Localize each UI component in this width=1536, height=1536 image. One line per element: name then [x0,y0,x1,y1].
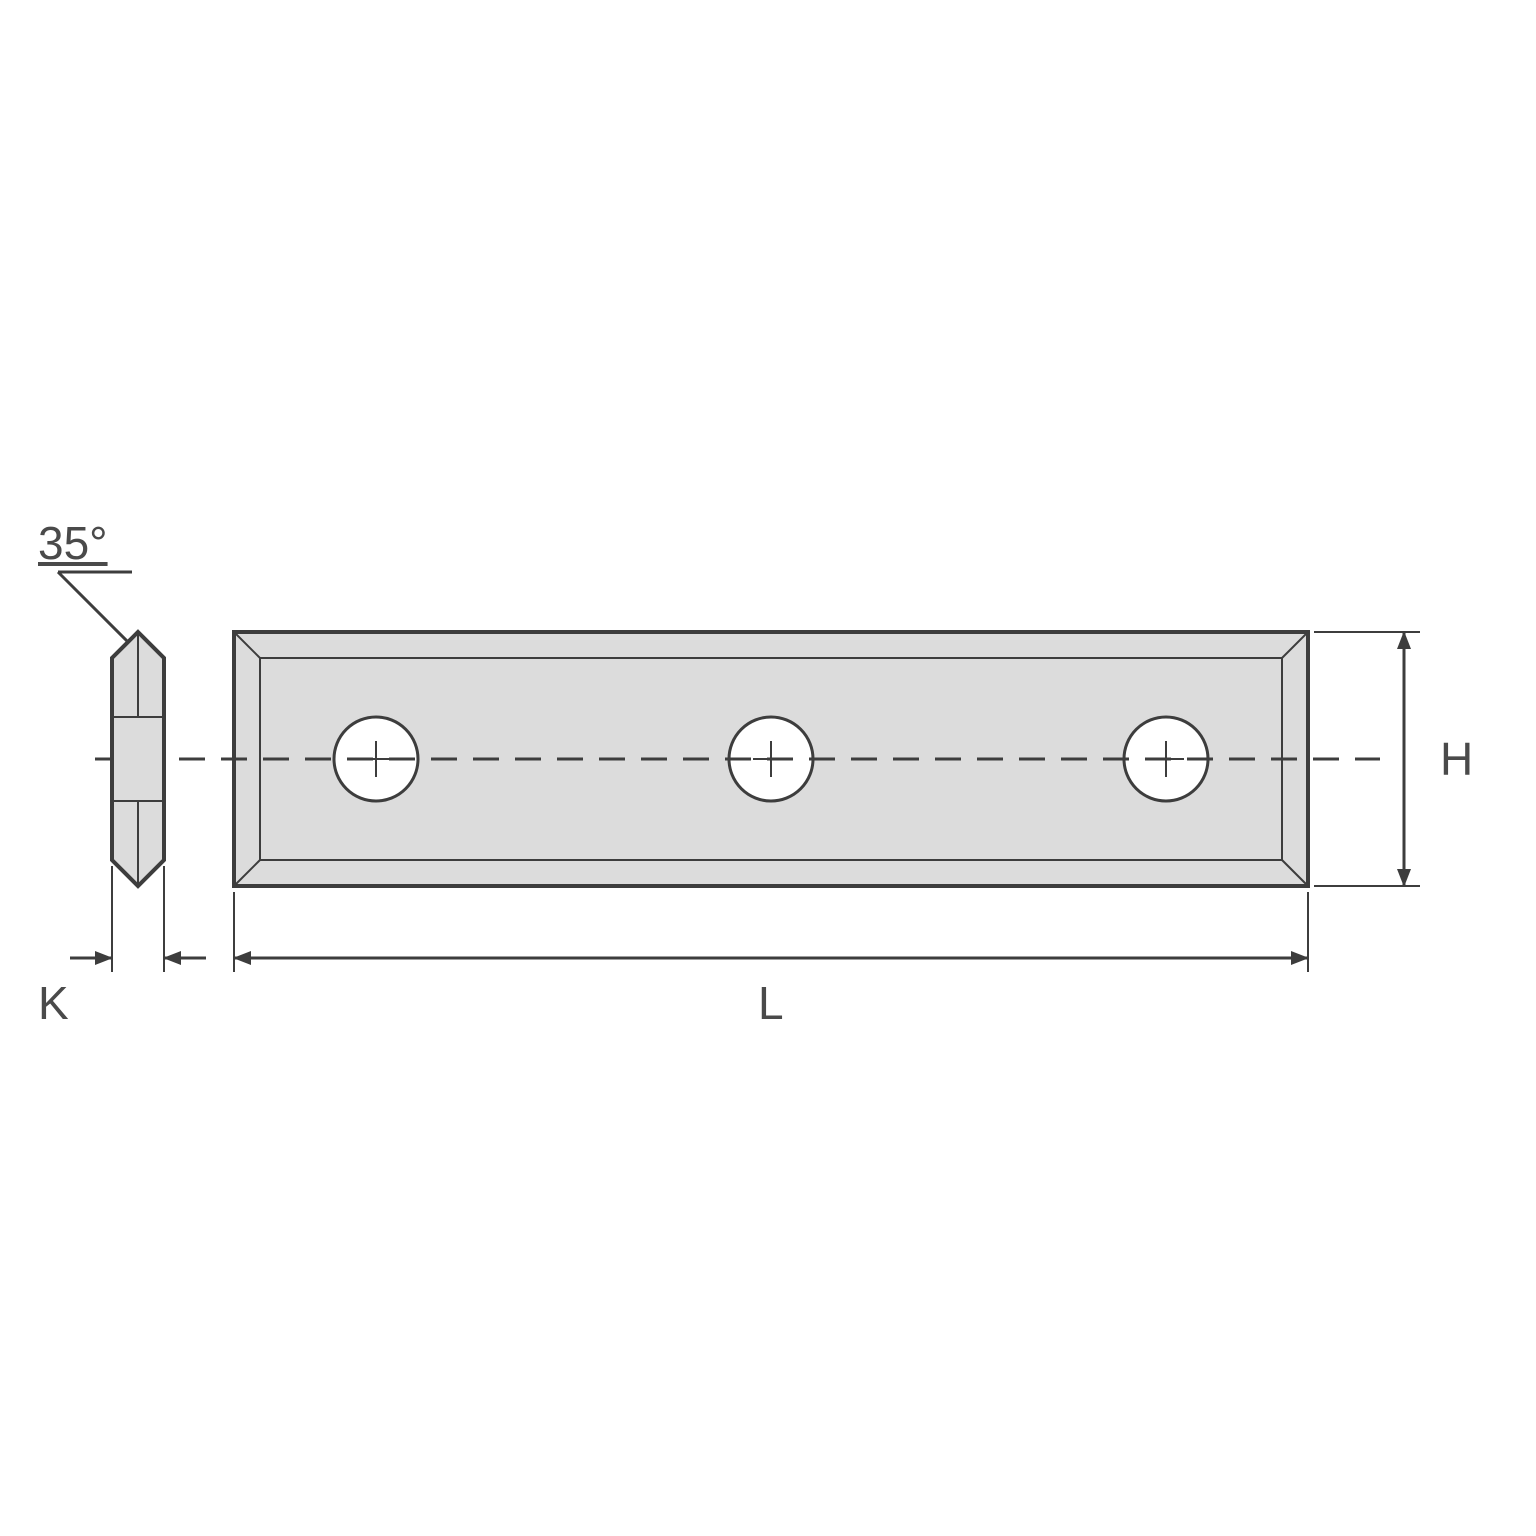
drawing-svg [0,0,1536,1536]
side-view [112,632,164,886]
technical-drawing: L H K 35° [0,0,1536,1536]
label-angle: 35° [38,516,108,570]
dimension-angle [58,572,132,642]
label-k: K [38,976,69,1030]
dimension-l [234,892,1308,972]
label-h: H [1440,732,1473,786]
label-l: L [758,976,784,1030]
